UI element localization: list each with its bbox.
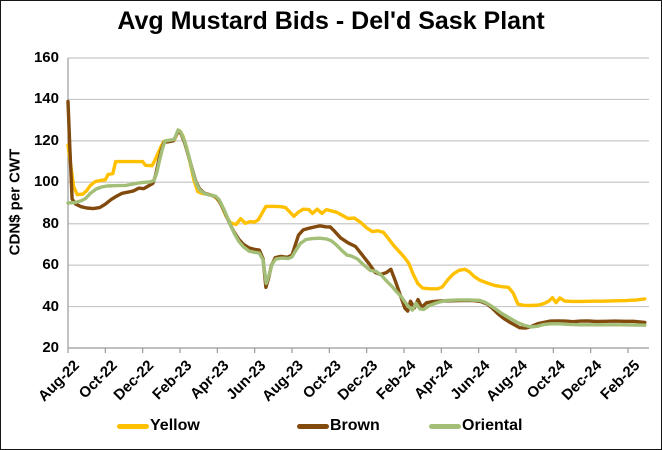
- series-line-brown: [66, 99, 647, 330]
- y-tick-label: 160: [33, 49, 59, 66]
- y-tick-label: 80: [42, 214, 59, 232]
- y-tick-label: 100: [33, 173, 59, 191]
- legend-label-yellow: Yellow: [150, 417, 200, 434]
- y-tick-label: 40: [42, 297, 59, 315]
- legend-item-yellow: Yellow: [117, 415, 200, 437]
- legend-label-oriental: Oriental: [462, 417, 523, 434]
- legend: Yellow Brown Oriental: [1, 415, 661, 441]
- yellow-line-swatch-icon: [117, 423, 149, 429]
- chart-title: Avg Mustard Bids - Del'd Sask Plant: [117, 7, 545, 35]
- legend-label-brown: Brown: [330, 417, 380, 434]
- oriental-line-swatch-icon: [429, 423, 461, 429]
- legend-item-oriental: Oriental: [429, 415, 522, 437]
- y-tick-label: 60: [42, 256, 59, 274]
- legend-item-brown: Brown: [297, 415, 380, 437]
- y-tick-label: 140: [33, 90, 59, 108]
- series-line-yellow: [66, 129, 647, 308]
- series-line-oriental: [66, 128, 647, 329]
- brown-line-swatch-icon: [297, 423, 329, 429]
- y-tick-label: 20: [42, 339, 59, 356]
- y-tick-label: 120: [33, 131, 59, 149]
